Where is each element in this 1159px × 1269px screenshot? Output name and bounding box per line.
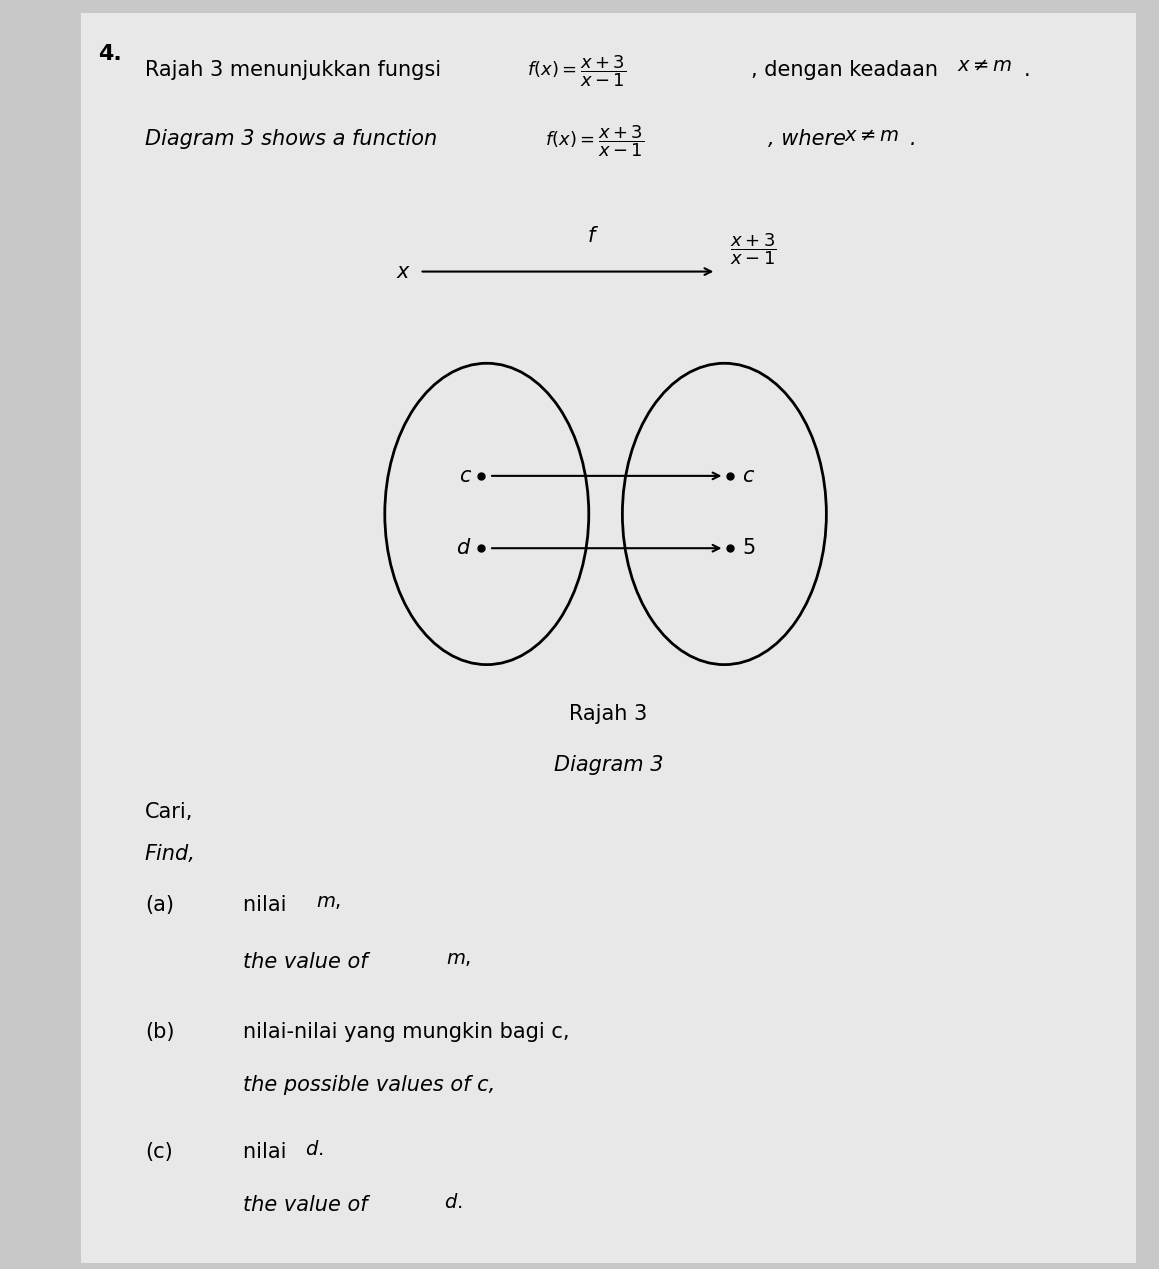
Text: the value of: the value of — [243, 1195, 374, 1216]
Text: , where: , where — [768, 129, 853, 150]
Text: (a): (a) — [145, 895, 174, 915]
Text: $\dfrac{x+3}{x-1}$: $\dfrac{x+3}{x-1}$ — [730, 231, 777, 266]
Text: $d$.: $d$. — [305, 1140, 323, 1159]
Text: the value of: the value of — [243, 952, 374, 972]
Text: $f(x)=\dfrac{x+3}{x-1}$: $f(x)=\dfrac{x+3}{x-1}$ — [527, 53, 627, 89]
Text: Rajah 3 menunjukkan fungsi: Rajah 3 menunjukkan fungsi — [145, 60, 447, 80]
Text: $d$: $d$ — [457, 538, 472, 558]
Text: (c): (c) — [145, 1142, 173, 1162]
Text: $f(x)=\dfrac{x+3}{x-1}$: $f(x)=\dfrac{x+3}{x-1}$ — [545, 123, 644, 159]
Text: $x \neq m$: $x \neq m$ — [844, 126, 899, 145]
Text: $c$: $c$ — [742, 466, 755, 486]
Text: Find,: Find, — [145, 844, 196, 864]
Text: $x \neq m$: $x \neq m$ — [957, 56, 1013, 75]
Text: Rajah 3: Rajah 3 — [569, 704, 648, 725]
Text: $5$: $5$ — [742, 538, 756, 558]
Text: $m$,: $m$, — [446, 949, 472, 968]
Text: Diagram 3: Diagram 3 — [554, 755, 663, 775]
Text: Diagram 3 shows a function: Diagram 3 shows a function — [145, 129, 444, 150]
Text: the possible values of c,: the possible values of c, — [243, 1075, 496, 1095]
Text: $c$: $c$ — [459, 466, 472, 486]
Text: , dengan keadaan: , dengan keadaan — [751, 60, 945, 80]
Text: .: . — [1023, 60, 1030, 80]
Text: .: . — [910, 129, 917, 150]
FancyBboxPatch shape — [81, 13, 1136, 1263]
Text: nilai: nilai — [243, 895, 293, 915]
Text: $m$,: $m$, — [316, 892, 342, 911]
Text: $x$: $x$ — [396, 261, 411, 282]
Text: Cari,: Cari, — [145, 802, 194, 822]
Text: nilai: nilai — [243, 1142, 293, 1162]
Text: 4.: 4. — [99, 44, 122, 65]
Text: (b): (b) — [145, 1022, 174, 1042]
Text: nilai-nilai yang mungkin bagi c,: nilai-nilai yang mungkin bagi c, — [243, 1022, 570, 1042]
Text: $f$: $f$ — [588, 226, 599, 246]
Text: $d$.: $d$. — [444, 1193, 462, 1212]
